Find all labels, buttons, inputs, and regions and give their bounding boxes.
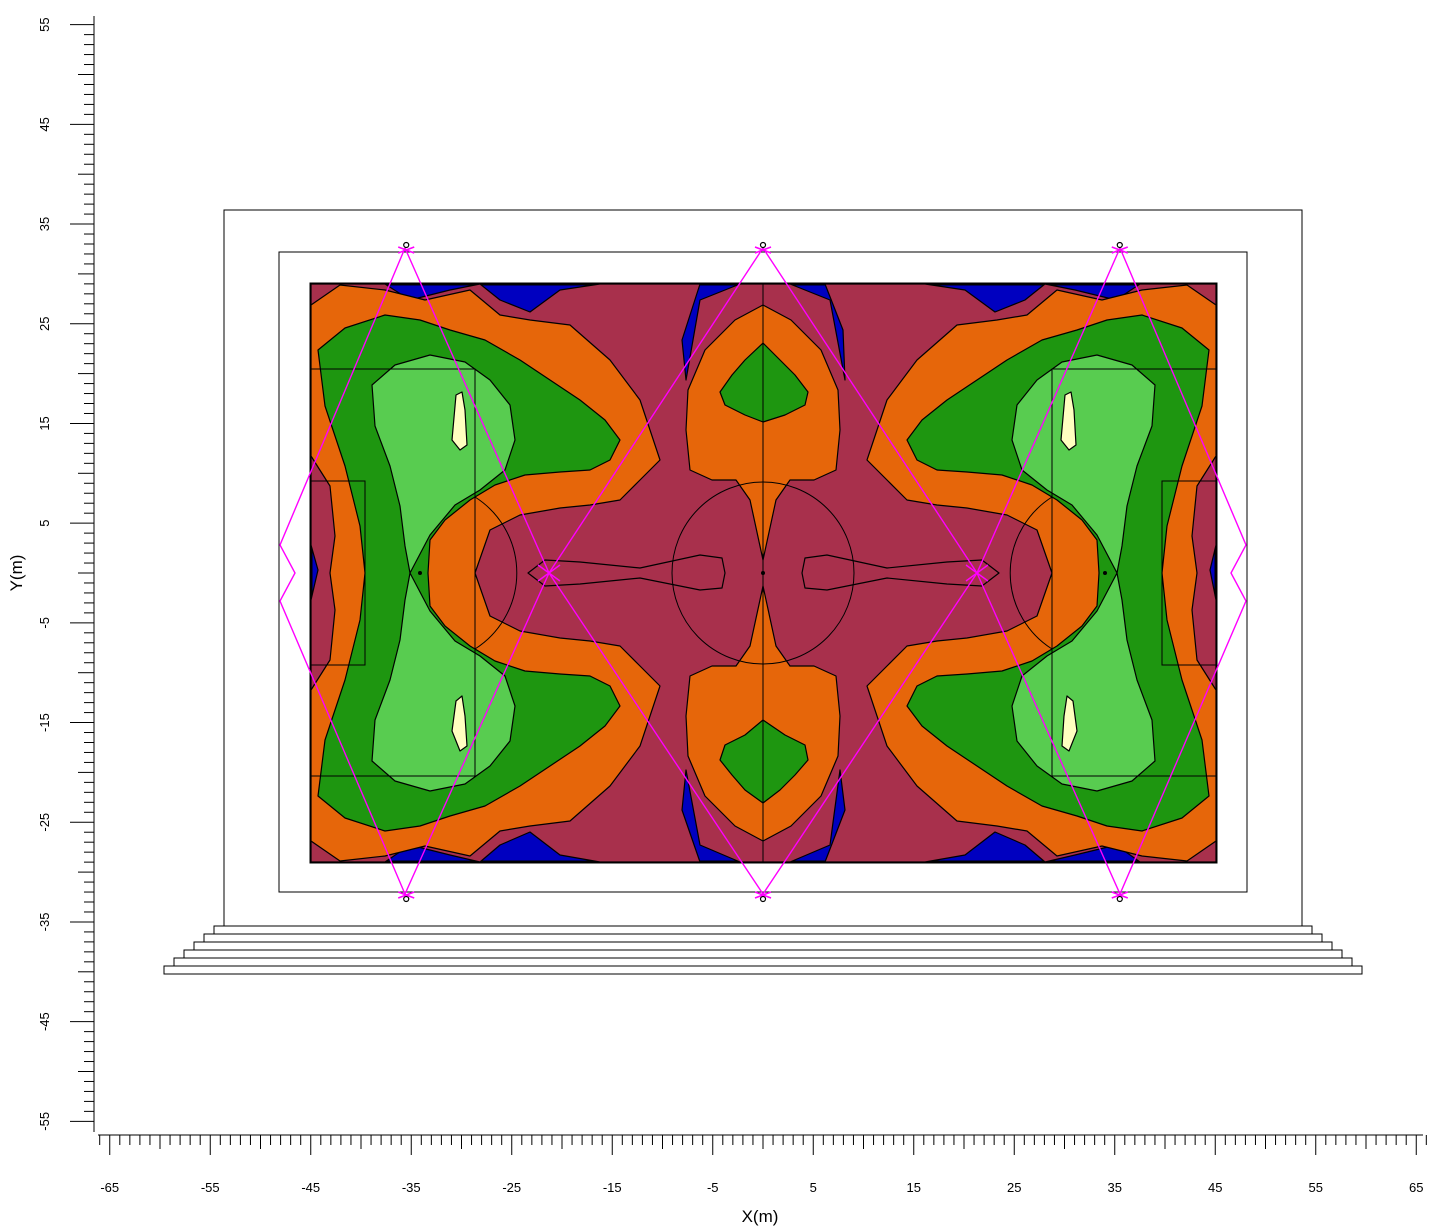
light-pole-marker bbox=[1116, 895, 1123, 903]
light-pole-marker bbox=[759, 895, 767, 903]
y-tick-label: 45 bbox=[37, 117, 52, 131]
light-fixture-symbol bbox=[397, 246, 415, 254]
x-tick-label: -65 bbox=[100, 1180, 119, 1195]
x-axis-title: X(m) bbox=[742, 1207, 779, 1226]
x-tick-label: -5 bbox=[707, 1180, 719, 1195]
y-tick-label: 55 bbox=[37, 17, 52, 31]
y-tick-label: -35 bbox=[37, 913, 52, 932]
x-tick-label: 5 bbox=[810, 1180, 817, 1195]
light-fixture-symbol bbox=[397, 891, 415, 899]
y-tick-label: -55 bbox=[37, 1112, 52, 1131]
light-pole-marker bbox=[403, 241, 410, 249]
contour-level-6 bbox=[451, 391, 1078, 752]
x-tick-label: 65 bbox=[1409, 1180, 1423, 1195]
x-tick-label: -45 bbox=[301, 1180, 320, 1195]
y-tick-label: -25 bbox=[37, 813, 52, 832]
x-tick-label: -15 bbox=[603, 1180, 622, 1195]
x-tick-label: 35 bbox=[1108, 1180, 1122, 1195]
aiming-beams bbox=[279, 247, 1247, 895]
x-axis: -65 -55 -45 -35 -25 -15 -5 5 15 25 35 45 55 65 X(m) bbox=[98, 1134, 1427, 1226]
x-tick-label: 15 bbox=[907, 1180, 921, 1195]
x-tick-label: -55 bbox=[201, 1180, 220, 1195]
x-tick-label: -25 bbox=[502, 1180, 521, 1195]
light-fixture-symbol bbox=[1111, 891, 1129, 899]
x-tick-label: 25 bbox=[1007, 1180, 1021, 1195]
x-tick-label: 45 bbox=[1208, 1180, 1222, 1195]
x-tick-label: 55 bbox=[1309, 1180, 1323, 1195]
y-tick-label: 25 bbox=[37, 317, 52, 331]
contour-level-4 bbox=[317, 314, 1210, 832]
light-pole-marker bbox=[759, 241, 767, 249]
light-pole-marker bbox=[1116, 241, 1123, 249]
y-axis: 55 45 35 25 15 5 -5 -15 -25 -35 -45 -55 Y(m) bbox=[7, 16, 95, 1132]
y-tick-label: 5 bbox=[37, 520, 52, 527]
light-fixture-symbol bbox=[754, 891, 772, 899]
contour-level-5 bbox=[371, 354, 1156, 792]
light-poles bbox=[397, 241, 1129, 903]
light-pole-marker bbox=[403, 895, 410, 903]
light-fixture-symbol bbox=[754, 246, 772, 254]
y-tick-label: 35 bbox=[37, 217, 52, 231]
x-tick-label: -35 bbox=[402, 1180, 421, 1195]
y-tick-label: -45 bbox=[37, 1012, 52, 1031]
light-fixture-symbol bbox=[1111, 246, 1129, 254]
y-tick-label: 15 bbox=[37, 416, 52, 430]
y-tick-label: -15 bbox=[37, 713, 52, 732]
stadium-outline bbox=[163, 209, 1363, 975]
y-tick-label: -5 bbox=[37, 617, 52, 629]
field-markings bbox=[310, 284, 1217, 862]
y-axis-title: Y(m) bbox=[7, 555, 26, 592]
